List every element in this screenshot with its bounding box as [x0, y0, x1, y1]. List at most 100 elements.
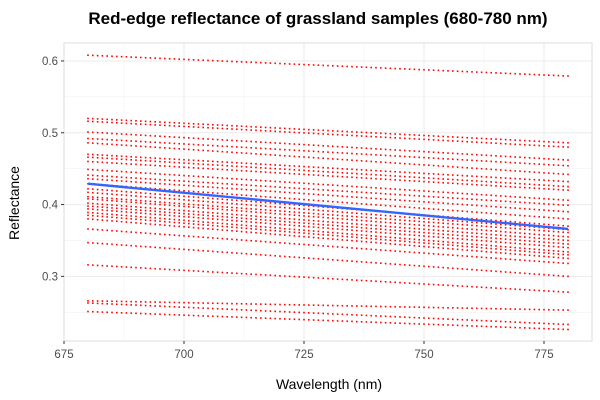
data-point	[399, 243, 401, 246]
data-point	[365, 248, 368, 250]
data-point	[164, 157, 166, 160]
data-point	[456, 318, 459, 321]
data-point	[135, 304, 137, 306]
data-point	[245, 309, 248, 311]
data-point	[207, 163, 209, 166]
data-point	[260, 61, 262, 64]
data-point	[188, 226, 190, 229]
data-point	[293, 231, 296, 234]
data-point	[207, 59, 209, 62]
data-point	[87, 198, 89, 200]
fit-line-layer	[87, 182, 569, 231]
data-point	[552, 172, 555, 175]
data-point	[274, 196, 276, 199]
data-point	[466, 198, 468, 200]
data-point	[456, 152, 459, 155]
data-point	[552, 274, 555, 277]
x-tick-label: 700	[174, 349, 193, 361]
data-point	[543, 202, 545, 205]
data-point	[312, 226, 315, 228]
data-point	[216, 205, 219, 208]
data-point	[154, 141, 156, 144]
data-point	[447, 247, 449, 250]
data-point	[106, 157, 108, 160]
data-point	[236, 203, 238, 205]
data-point	[92, 310, 94, 313]
data-point	[87, 205, 89, 207]
data-point	[245, 303, 248, 305]
data-point	[524, 259, 526, 262]
data-point	[120, 122, 123, 124]
data-point	[178, 148, 180, 150]
data-point	[317, 258, 320, 260]
data-point	[428, 172, 430, 175]
data-point	[562, 158, 564, 161]
data-point	[207, 167, 209, 170]
data-point	[485, 180, 488, 183]
data-point	[442, 181, 444, 184]
data-point	[351, 134, 353, 137]
data-point	[120, 312, 123, 314]
data-point	[144, 212, 147, 215]
data-point	[332, 171, 334, 173]
data-point	[432, 173, 435, 175]
data-point	[471, 243, 473, 245]
data-point	[255, 231, 257, 234]
data-point	[197, 191, 200, 193]
data-point	[485, 184, 488, 187]
data-point	[284, 230, 286, 233]
data-point	[312, 215, 315, 218]
data-point	[514, 253, 516, 255]
data-point	[490, 205, 492, 208]
data-point	[274, 130, 276, 133]
data-point	[87, 142, 89, 144]
data-point	[135, 218, 137, 221]
data-point	[101, 161, 104, 164]
data-point	[202, 307, 204, 309]
data-point	[341, 235, 344, 238]
data-point	[197, 213, 200, 216]
data-point	[159, 233, 161, 235]
sample-series	[87, 137, 569, 167]
data-point	[149, 146, 152, 148]
data-point	[308, 319, 310, 321]
data-point	[413, 150, 416, 152]
data-point	[452, 182, 454, 185]
data-point	[336, 214, 339, 217]
data-point	[164, 135, 166, 138]
data-point	[308, 188, 310, 190]
data-point	[154, 233, 156, 235]
data-point	[442, 266, 444, 269]
data-point	[279, 230, 281, 232]
data-point	[212, 212, 214, 214]
data-point	[284, 310, 286, 313]
data-point	[312, 236, 315, 239]
data-point	[279, 210, 281, 212]
data-point	[408, 234, 411, 236]
data-point	[346, 172, 348, 174]
data-point	[298, 214, 300, 217]
data-point	[557, 253, 560, 255]
data-point	[418, 200, 420, 203]
data-point	[399, 229, 401, 232]
data-point	[236, 308, 238, 311]
data-point	[125, 190, 128, 193]
data-point	[312, 233, 315, 235]
data-point	[269, 185, 272, 188]
data-point	[543, 157, 545, 160]
data-point	[360, 212, 363, 215]
data-point	[240, 203, 243, 206]
data-point	[288, 143, 291, 145]
data-point	[500, 176, 502, 179]
data-point	[178, 161, 180, 164]
data-point	[240, 169, 243, 172]
data-point	[442, 178, 444, 180]
data-point	[538, 327, 540, 330]
data-point	[101, 169, 104, 172]
data-point	[341, 167, 344, 170]
data-point	[461, 203, 464, 206]
data-point	[442, 243, 444, 246]
data-point	[327, 234, 329, 236]
data-point	[154, 246, 156, 249]
data-point	[528, 243, 531, 246]
